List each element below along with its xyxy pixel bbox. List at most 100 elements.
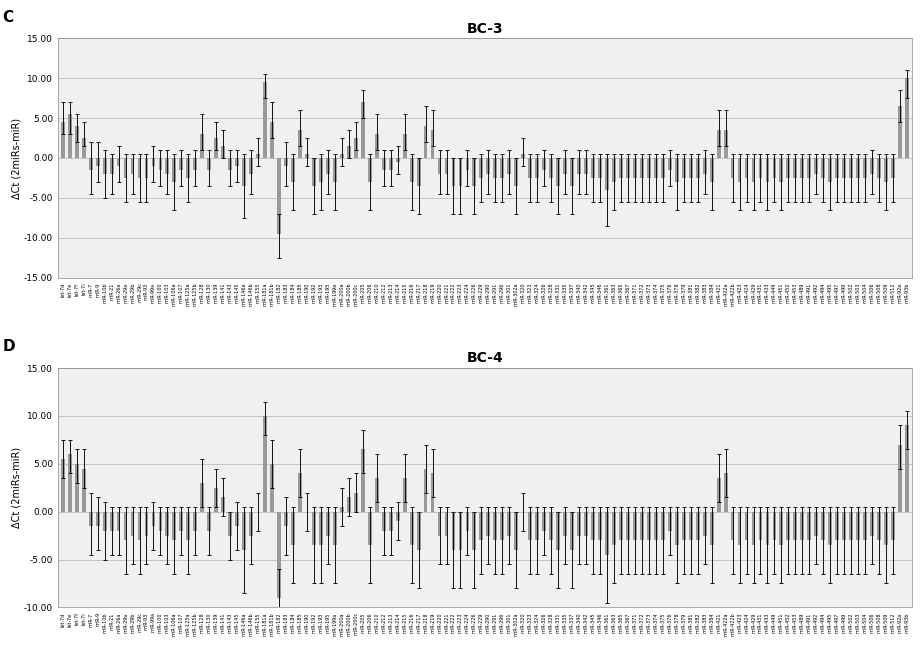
Bar	[67, 114, 72, 158]
Bar	[843, 158, 846, 178]
Bar	[89, 158, 92, 170]
Bar	[75, 126, 78, 158]
Bar	[528, 158, 533, 178]
Bar	[242, 512, 246, 550]
Bar	[835, 158, 839, 178]
Bar	[194, 158, 198, 170]
Bar	[780, 158, 784, 182]
Bar	[808, 158, 811, 178]
Bar	[619, 512, 623, 540]
Bar	[438, 512, 441, 536]
Bar	[110, 158, 114, 174]
Bar	[312, 158, 316, 186]
Bar	[759, 158, 762, 178]
Bar	[340, 507, 343, 512]
Bar	[773, 512, 776, 540]
Bar	[277, 512, 281, 598]
Bar	[640, 158, 643, 178]
Bar	[870, 512, 874, 536]
Bar	[828, 158, 833, 182]
Bar	[116, 512, 121, 531]
Bar	[263, 82, 267, 158]
Bar	[312, 512, 316, 545]
Bar	[102, 158, 106, 174]
Bar	[682, 158, 686, 178]
Bar	[710, 158, 713, 182]
Bar	[410, 512, 414, 545]
Bar	[82, 138, 86, 158]
Bar	[653, 512, 658, 540]
Bar	[633, 512, 637, 540]
Bar	[479, 512, 484, 540]
Bar	[305, 154, 309, 158]
Bar	[263, 416, 267, 512]
Bar	[557, 158, 560, 186]
Bar	[716, 478, 721, 512]
Bar	[96, 512, 100, 526]
Bar	[333, 158, 337, 182]
Bar	[200, 134, 204, 158]
Bar	[361, 102, 365, 158]
Bar	[500, 512, 504, 540]
Bar	[786, 512, 790, 540]
Bar	[194, 512, 198, 531]
Bar	[710, 512, 713, 545]
Bar	[863, 158, 867, 178]
Bar	[396, 512, 400, 521]
Bar	[745, 158, 749, 178]
Bar	[228, 512, 232, 536]
Bar	[563, 158, 567, 174]
Y-axis label: ΔCt (2miRs-miR): ΔCt (2miRs-miR)	[11, 447, 21, 529]
Bar	[731, 158, 735, 178]
Bar	[549, 158, 553, 178]
Title: BC-3: BC-3	[466, 22, 503, 36]
Bar	[479, 158, 484, 178]
Bar	[605, 158, 609, 190]
Bar	[410, 158, 414, 182]
Bar	[389, 158, 392, 170]
Bar	[884, 158, 888, 182]
Bar	[361, 450, 365, 512]
Bar	[473, 512, 476, 550]
Bar	[116, 158, 121, 166]
Bar	[696, 512, 700, 540]
Bar	[814, 512, 818, 536]
Bar	[326, 512, 330, 536]
Bar	[696, 158, 700, 178]
Bar	[451, 512, 455, 550]
Bar	[843, 512, 846, 540]
Bar	[354, 138, 358, 158]
Bar	[402, 478, 406, 512]
Bar	[424, 468, 427, 512]
Bar	[249, 512, 253, 536]
Bar	[689, 512, 692, 540]
Y-axis label: ΔCt (2miRs-miR): ΔCt (2miRs-miR)	[11, 117, 21, 199]
Text: D: D	[3, 339, 15, 355]
Bar	[151, 158, 155, 166]
Bar	[765, 512, 770, 545]
Bar	[173, 158, 176, 182]
Bar	[67, 454, 72, 512]
Bar	[208, 158, 211, 170]
Bar	[347, 498, 351, 512]
Bar	[159, 158, 162, 170]
Bar	[675, 158, 678, 182]
Bar	[759, 512, 762, 540]
Bar	[200, 483, 204, 512]
Bar	[451, 158, 455, 186]
Bar	[905, 78, 909, 158]
Bar	[870, 158, 874, 174]
Bar	[333, 512, 337, 545]
Bar	[605, 512, 609, 554]
Bar	[486, 158, 490, 174]
Bar	[291, 512, 295, 545]
Bar	[389, 512, 392, 531]
Bar	[124, 158, 127, 178]
Bar	[884, 512, 888, 545]
Bar	[898, 444, 902, 512]
Bar	[598, 158, 602, 178]
Bar	[110, 512, 114, 531]
Text: C: C	[3, 10, 14, 25]
Bar	[459, 158, 462, 186]
Bar	[465, 512, 470, 531]
